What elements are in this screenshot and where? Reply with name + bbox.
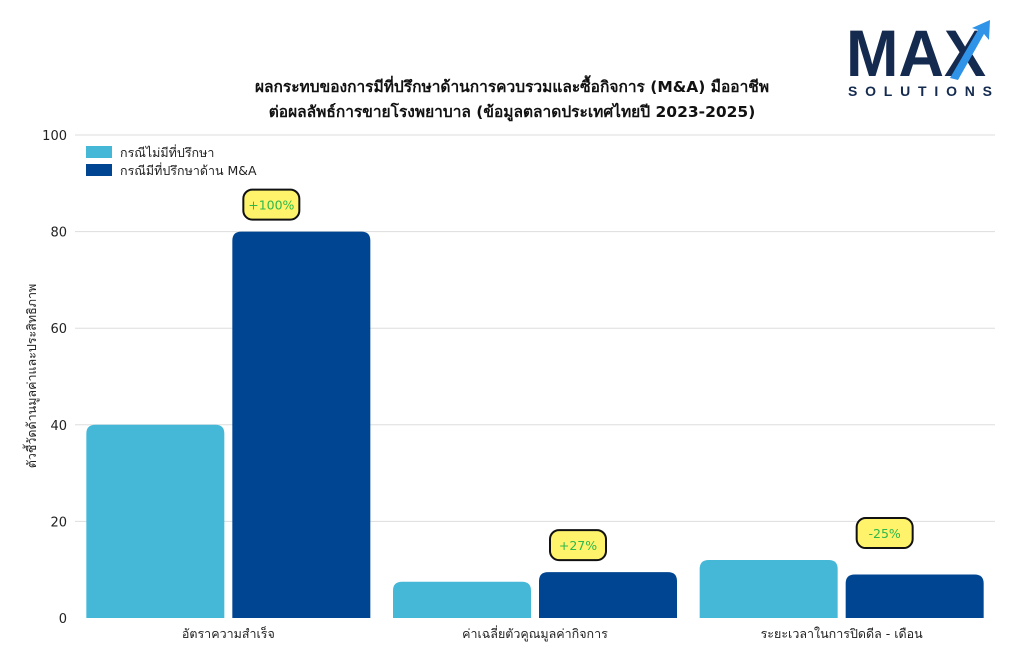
bar-series1-cat2: [845, 574, 984, 618]
legend-swatch-with-advisor: [86, 164, 112, 176]
y-tick-label-40: 40: [50, 419, 67, 434]
annotation-label-0: +100%: [248, 198, 294, 213]
annotation-box-0: [242, 188, 301, 221]
annotations: +100% +27% -25%: [242, 188, 914, 562]
annotation-box-2: [855, 517, 914, 550]
legend-swatch-no-advisor: [86, 146, 112, 158]
logo-arrow-icon: [950, 20, 990, 80]
legend-label-no-advisor: กรณีไม่มีที่ปรึกษา: [120, 144, 214, 160]
y-tick-label-80: 80: [50, 226, 67, 241]
y-tick-label-60: 60: [50, 322, 67, 337]
y-tick-labels: 0 20 40 60 80 100: [42, 129, 67, 627]
y-tick-label-0: 0: [59, 612, 67, 627]
bar-series1-cat1: [539, 572, 677, 618]
legend-label-with-advisor: กรณีมีที่ปรึกษาด้าน M&A: [120, 162, 257, 178]
bars: [86, 231, 984, 618]
legend: กรณีไม่มีที่ปรึกษา กรณีมีที่ปรึกษาด้าน M…: [86, 144, 257, 178]
max-solutions-logo: MAX SOLUTIONS: [846, 18, 992, 99]
bar-series0-cat1: [393, 581, 531, 618]
chart-title-line2: ต่อผลลัพธ์การขายโรงพยาบาล (ข้อมูลตลาดประ…: [269, 102, 756, 123]
y-axis-label: ตัวชี้วัดด้านมูลค่าและประสิทธิภาพ: [22, 284, 40, 469]
y-tick-label-100: 100: [42, 129, 67, 144]
annotation-label-2: -25%: [869, 526, 901, 541]
bar-series0-cat0: [86, 424, 225, 618]
logo-max-text: MAX: [846, 18, 986, 90]
gridlines: [75, 134, 995, 522]
x-tick-label-2: ระยะเวลาในการปิดดีล - เดือน: [761, 626, 924, 641]
bar-series0-cat2: [699, 560, 838, 618]
annotation-label-1: +27%: [559, 538, 597, 553]
x-tick-label-1: ค่าเฉลี่ยตัวคูณมูลค่ากิจการ: [462, 625, 608, 642]
chart-title-line1: ผลกระทบของการมีที่ปรึกษาด้านการควบรวมและ…: [255, 75, 769, 96]
annotation-box-1: [549, 529, 607, 562]
y-tick-label-20: 20: [50, 515, 67, 530]
logo-solutions-text: SOLUTIONS: [848, 83, 992, 99]
x-tick-label-0: อัตราความสำเร็จ: [182, 626, 275, 641]
x-tick-labels: อัตราความสำเร็จ ค่าเฉลี่ยตัวคูณมูลค่ากิจก…: [182, 625, 923, 642]
bar-series1-cat0: [232, 231, 371, 618]
